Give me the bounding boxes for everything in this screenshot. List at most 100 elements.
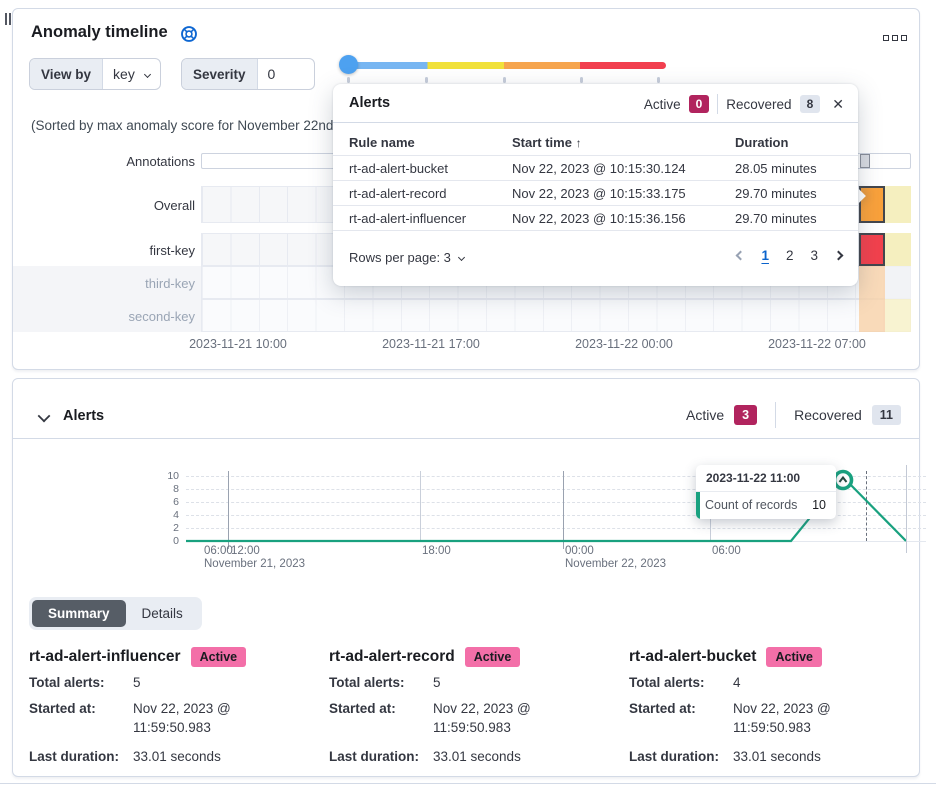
last-duration-value: 33.01 seconds bbox=[733, 749, 821, 764]
active-count-badge: 0 bbox=[688, 95, 710, 113]
rule-name: rt-ad-alert-record bbox=[329, 648, 455, 665]
started-at-value: Nov 22, 2023 @ bbox=[733, 701, 831, 716]
x-tick: 06:00 bbox=[204, 545, 233, 557]
severity-slider-handle[interactable] bbox=[339, 55, 358, 74]
col-header-start-time-label: Start time bbox=[512, 135, 572, 150]
slider-tick bbox=[503, 77, 506, 83]
recovered-count-badge: 8 bbox=[799, 95, 821, 113]
x-tick: 18:00 bbox=[422, 545, 451, 557]
page-1[interactable]: 1 bbox=[761, 248, 769, 263]
y-tick: 8 bbox=[173, 483, 179, 495]
total-alerts-value: 5 bbox=[433, 675, 441, 690]
total-alerts-label: Total alerts: bbox=[29, 675, 105, 690]
anomaly-cell-first-key[interactable] bbox=[885, 233, 911, 266]
alerts-panel: Alerts Active 3 Recovered 11 10 8 6 4 2 … bbox=[12, 378, 926, 777]
x-tick: 12:00 bbox=[231, 545, 260, 557]
view-by-label: View by bbox=[30, 59, 104, 89]
total-alerts-label: Total alerts: bbox=[629, 675, 705, 690]
anomaly-cell-second-key[interactable] bbox=[859, 299, 885, 332]
divider bbox=[775, 402, 777, 428]
severity-control: Severity 0 bbox=[181, 58, 315, 90]
anomaly-cell-second-key-2[interactable] bbox=[885, 299, 911, 332]
started-at-label: Started at: bbox=[329, 701, 396, 716]
alert-rule-card: rt-ad-alert-bucket Active Total alerts: 4… bbox=[629, 647, 921, 772]
started-at-value-2: 11:59:50.983 bbox=[733, 720, 811, 735]
start-time-cell: Nov 22, 2023 @ 10:15:30.124 bbox=[512, 161, 686, 176]
started-at-value-2: 11:59:50.983 bbox=[133, 720, 211, 735]
page-2[interactable]: 2 bbox=[785, 248, 794, 263]
next-page-icon[interactable] bbox=[833, 250, 844, 261]
rule-name-cell: rt-ad-alert-record bbox=[349, 186, 447, 201]
severity-slider-track[interactable] bbox=[348, 62, 666, 69]
annotation-marker[interactable] bbox=[860, 154, 870, 168]
panel-options-icon[interactable] bbox=[883, 35, 907, 41]
lane-label-overall: Overall bbox=[153, 198, 195, 213]
gridline bbox=[186, 515, 926, 516]
anomaly-cell-first-key-selected[interactable] bbox=[859, 233, 885, 266]
gridline bbox=[228, 471, 229, 549]
divider bbox=[717, 94, 719, 114]
view-by-select[interactable]: key bbox=[103, 59, 160, 89]
summary-details-tabs: Summary Details bbox=[29, 597, 202, 630]
drag-bar bbox=[5, 13, 7, 25]
y-tick: 4 bbox=[173, 509, 179, 521]
help-icon[interactable] bbox=[180, 25, 198, 48]
page-bottom-divider bbox=[0, 783, 936, 784]
col-header-duration-label: Duration bbox=[735, 135, 789, 150]
active-status-badge: Active bbox=[464, 647, 521, 667]
gridline bbox=[420, 471, 421, 541]
tab-summary[interactable]: Summary bbox=[32, 600, 126, 627]
table-row: rt-ad-alert-influencer Nov 22, 2023 @ 10… bbox=[333, 206, 858, 231]
swimlane-x-tick: 2023-11-21 17:00 bbox=[382, 337, 480, 351]
duration-cell: 29.70 minutes bbox=[735, 186, 817, 201]
y-tick: 10 bbox=[167, 470, 179, 482]
gridline bbox=[186, 489, 926, 490]
previous-page-icon[interactable] bbox=[736, 250, 746, 261]
last-duration-value: 33.01 seconds bbox=[133, 749, 221, 764]
duration-cell: 28.05 minutes bbox=[735, 161, 817, 176]
rows-per-page-select[interactable]: Rows per page: 3 bbox=[349, 250, 465, 265]
y-tick: 6 bbox=[173, 496, 179, 508]
close-icon[interactable]: ✕ bbox=[832, 96, 844, 112]
last-duration-label: Last duration: bbox=[329, 749, 419, 764]
slider-tick bbox=[580, 77, 583, 83]
col-header-start-time[interactable]: Start time ↑ bbox=[512, 135, 582, 150]
swimlane-x-tick: 2023-11-22 00:00 bbox=[575, 337, 673, 351]
lane-label-first-key: first-key bbox=[149, 243, 196, 258]
chart-right-edge bbox=[906, 465, 907, 553]
swimlane-row-second-key[interactable] bbox=[201, 299, 911, 332]
rule-name-cell: rt-ad-alert-bucket bbox=[349, 161, 448, 176]
col-header-duration[interactable]: Duration bbox=[735, 135, 788, 150]
total-alerts-value: 4 bbox=[733, 675, 741, 690]
severity-label: Severity bbox=[182, 59, 258, 89]
alerts-popup: Alerts Active 0 Recovered 8 ✕ Rule name … bbox=[333, 84, 858, 286]
gridline bbox=[186, 476, 926, 477]
total-alerts-label: Total alerts: bbox=[329, 675, 405, 690]
gridline bbox=[186, 502, 926, 503]
anomaly-cell-overall[interactable] bbox=[885, 186, 911, 223]
started-at-label: Started at: bbox=[629, 701, 696, 716]
gridline bbox=[186, 528, 926, 529]
tab-details[interactable]: Details bbox=[141, 606, 183, 621]
divider bbox=[333, 155, 858, 156]
y-tick: 0 bbox=[173, 535, 179, 547]
chevron-down-icon bbox=[457, 253, 465, 262]
active-status-badge: Active bbox=[766, 647, 822, 667]
slider-tick bbox=[347, 77, 350, 83]
tooltip-time: 2023-11-22 11:00 bbox=[696, 465, 836, 492]
page-3[interactable]: 3 bbox=[810, 248, 818, 263]
active-count-badge: 3 bbox=[734, 405, 758, 425]
annotations-label: Annotations bbox=[126, 154, 195, 169]
anomaly-cell-third-key-2[interactable] bbox=[885, 266, 911, 299]
col-header-rule-name[interactable]: Rule name bbox=[349, 135, 415, 150]
recovered-label: Recovered bbox=[794, 407, 862, 423]
collapse-chevron-icon[interactable] bbox=[37, 409, 51, 423]
tooltip-series-label: Count of records bbox=[705, 498, 798, 512]
anomaly-cell-overall-selected[interactable] bbox=[859, 186, 885, 223]
table-row: rt-ad-alert-bucket Nov 22, 2023 @ 10:15:… bbox=[333, 156, 858, 181]
chart-tooltip: 2023-11-22 11:00 Count of records 10 bbox=[696, 465, 836, 519]
panel-drag-handle[interactable] bbox=[5, 13, 13, 25]
duration-cell: 29.70 minutes bbox=[735, 211, 817, 226]
anomaly-cell-third-key[interactable] bbox=[859, 266, 885, 299]
severity-input[interactable]: 0 bbox=[267, 66, 276, 82]
